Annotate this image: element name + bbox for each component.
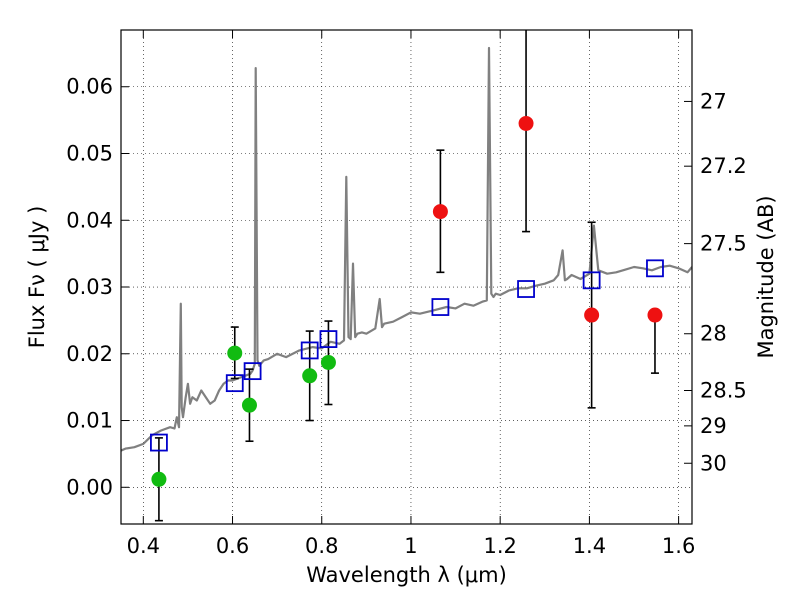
- model-square-marker: [225, 374, 244, 393]
- x-tick-label: 0.4: [127, 534, 160, 558]
- model-square-marker: [582, 271, 601, 290]
- model-square-marker: [319, 330, 338, 348]
- x-tick-label: 1.2: [483, 534, 516, 558]
- red-point-marker: [647, 307, 663, 323]
- y2-tick-label: 28: [700, 322, 727, 346]
- model-square-marker: [243, 362, 262, 381]
- x-tick-label: 0.8: [305, 534, 338, 558]
- plot-frame: [120, 29, 693, 525]
- model-square-marker: [517, 280, 535, 298]
- red-point-marker: [432, 204, 448, 220]
- model-square-marker: [150, 433, 168, 452]
- x-axis-label: Wavelength λ (μm): [306, 563, 507, 587]
- y2-tick-label: 28.5: [700, 378, 747, 402]
- y2-tick-label: 29: [700, 414, 727, 438]
- y-axis-label: Flux Fν ( μJy ): [25, 206, 49, 349]
- green-point-marker: [302, 368, 318, 384]
- green-point-marker: [227, 345, 243, 361]
- red-point-marker: [584, 307, 600, 323]
- y-tick-label: 0.03: [66, 275, 113, 299]
- green-point-marker: [241, 397, 257, 413]
- y-tick-label: 0.01: [66, 409, 113, 433]
- x-tick-label: 1.4: [573, 534, 606, 558]
- y2-tick-label: 27.2: [700, 154, 747, 178]
- x-tick-label: 1: [404, 534, 417, 558]
- green-point-marker: [151, 471, 167, 487]
- y-tick-label: 0.00: [66, 475, 113, 499]
- model-square-marker: [646, 259, 664, 278]
- y-tick-label: 0.02: [66, 342, 113, 366]
- spectrum-line: [121, 46, 692, 452]
- red-point-marker: [518, 115, 534, 131]
- green-point-marker: [320, 354, 336, 370]
- model-square-marker: [300, 341, 319, 360]
- model-square-marker: [431, 298, 450, 316]
- y2-tick-label: 30: [700, 451, 727, 475]
- x-tick-label: 0.6: [216, 534, 249, 558]
- y2-axis-label: Magnitude (AB): [754, 195, 778, 358]
- y-tick-label: 0.05: [66, 142, 113, 166]
- x-tick-label: 1.6: [662, 534, 695, 558]
- y-tick-label: 0.04: [66, 208, 113, 232]
- y-tick-label: 0.06: [66, 75, 113, 99]
- y2-tick-label: 27.5: [700, 232, 747, 256]
- y2-tick-label: 27: [700, 89, 727, 113]
